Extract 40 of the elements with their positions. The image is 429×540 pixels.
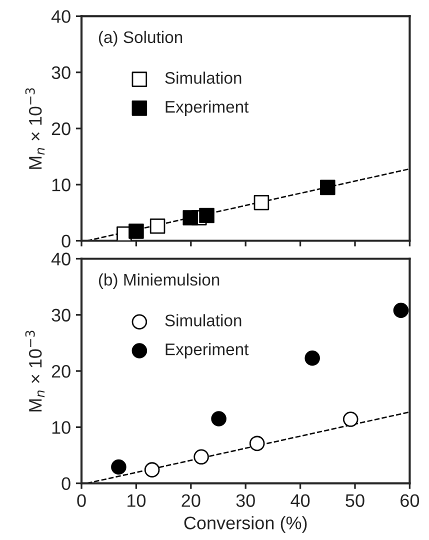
point bbox=[393, 302, 409, 318]
x-tick-label: 60 bbox=[400, 494, 420, 507]
point bbox=[199, 208, 214, 224]
y-tick-label: 0 bbox=[62, 477, 70, 490]
annotation: (b) Miniemulsion bbox=[98, 273, 220, 289]
y-tick-label: 30 bbox=[52, 66, 70, 80]
point bbox=[182, 210, 198, 226]
point bbox=[144, 462, 160, 478]
annotation: (a) Solution bbox=[98, 30, 182, 46]
point bbox=[342, 412, 358, 427]
x-tick-label: 10 bbox=[128, 494, 146, 507]
y-tick-label: 10 bbox=[52, 421, 70, 434]
y-tick-label: 30 bbox=[52, 308, 70, 322]
x-tick-label: 40 bbox=[290, 494, 310, 507]
y-axis-title: M$_{n}$ × 10$^{−3}$ bbox=[25, 330, 45, 412]
point bbox=[249, 436, 265, 452]
point bbox=[128, 224, 144, 239]
y-tick-label: 40 bbox=[51, 10, 70, 23]
x-tick-label: 20 bbox=[182, 494, 200, 507]
point bbox=[304, 350, 320, 366]
legend-label: Simulation bbox=[165, 72, 242, 84]
y-tick-label: 20 bbox=[52, 122, 70, 136]
y-tick-label: 20 bbox=[52, 364, 70, 378]
point bbox=[320, 180, 336, 196]
y-axis-title: M$_{n}$ × 10$^{−3}$ bbox=[25, 88, 45, 169]
point bbox=[254, 194, 270, 210]
point bbox=[211, 411, 226, 426]
point bbox=[150, 218, 166, 234]
legend-label: Experiment bbox=[166, 343, 249, 359]
legend-label: Simulation bbox=[165, 314, 242, 326]
y-tick-label: 40 bbox=[51, 252, 70, 266]
legend-label: Experiment bbox=[166, 100, 249, 116]
point bbox=[111, 459, 126, 475]
x-tick-label: 0 bbox=[77, 494, 86, 507]
x-tick-label: 50 bbox=[346, 494, 364, 507]
y-tick-label: 0 bbox=[62, 234, 70, 248]
point bbox=[194, 449, 209, 465]
y-tick-label: 10 bbox=[52, 178, 70, 192]
x-tick-label: 30 bbox=[236, 494, 255, 507]
x-axis-title: Conversion (%) bbox=[184, 516, 307, 533]
